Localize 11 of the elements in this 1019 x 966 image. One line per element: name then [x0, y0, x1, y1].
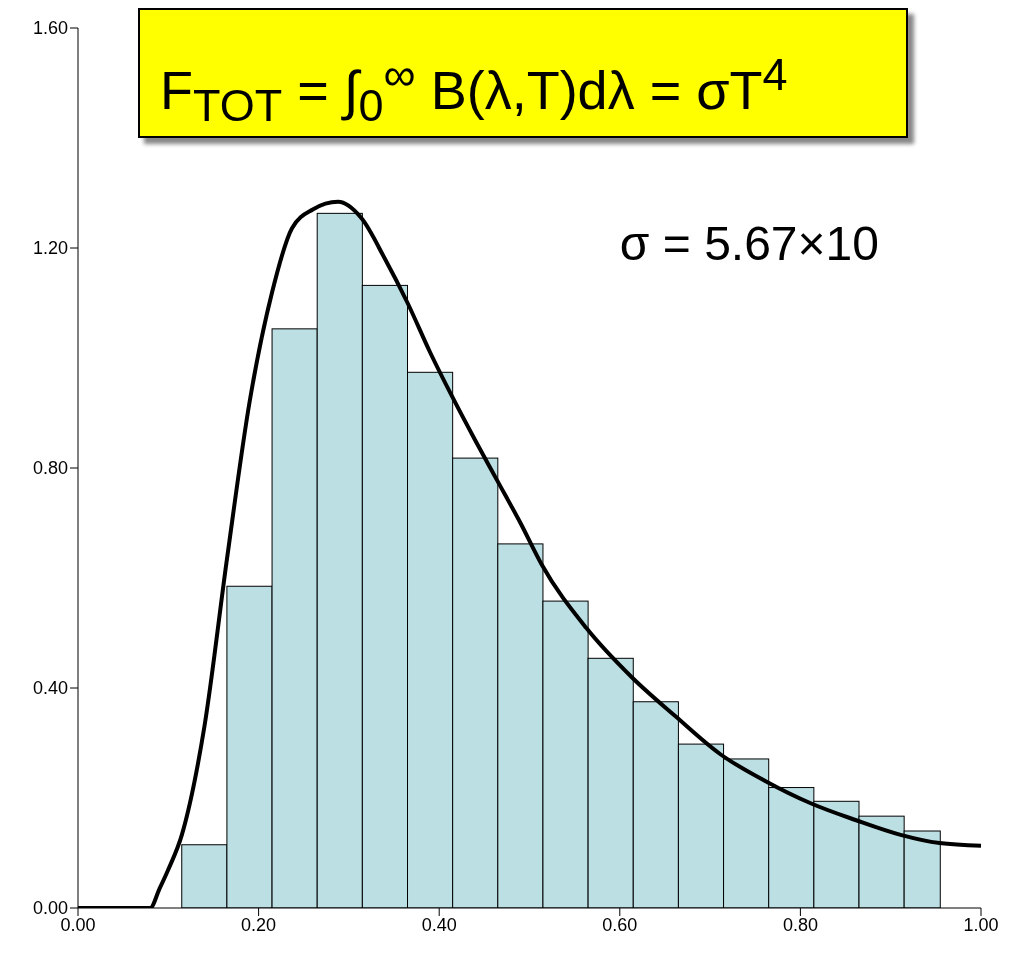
text: F$_{TOT}$ = ∫$_{0}$$^{∞}$ B(λ,T)dλ = σT$^{4}$ [138, 8, 908, 138]
x-tick-label: 0.60 [602, 914, 638, 935]
annotation: σ = 5.67×10 [619, 215, 879, 271]
y-tick-label: 0.40 [32, 678, 68, 699]
x-tick-label: 1.00 [963, 914, 999, 935]
y-tick-label: 0.80 [32, 458, 68, 479]
x-tick-label: 0.40 [421, 914, 457, 935]
x-tick-label: 0.20 [241, 914, 277, 935]
x-tick-label: 0.80 [782, 914, 818, 935]
y-tick-label: 1.60 [32, 18, 68, 39]
y-tick-label: 1.20 [32, 238, 68, 259]
